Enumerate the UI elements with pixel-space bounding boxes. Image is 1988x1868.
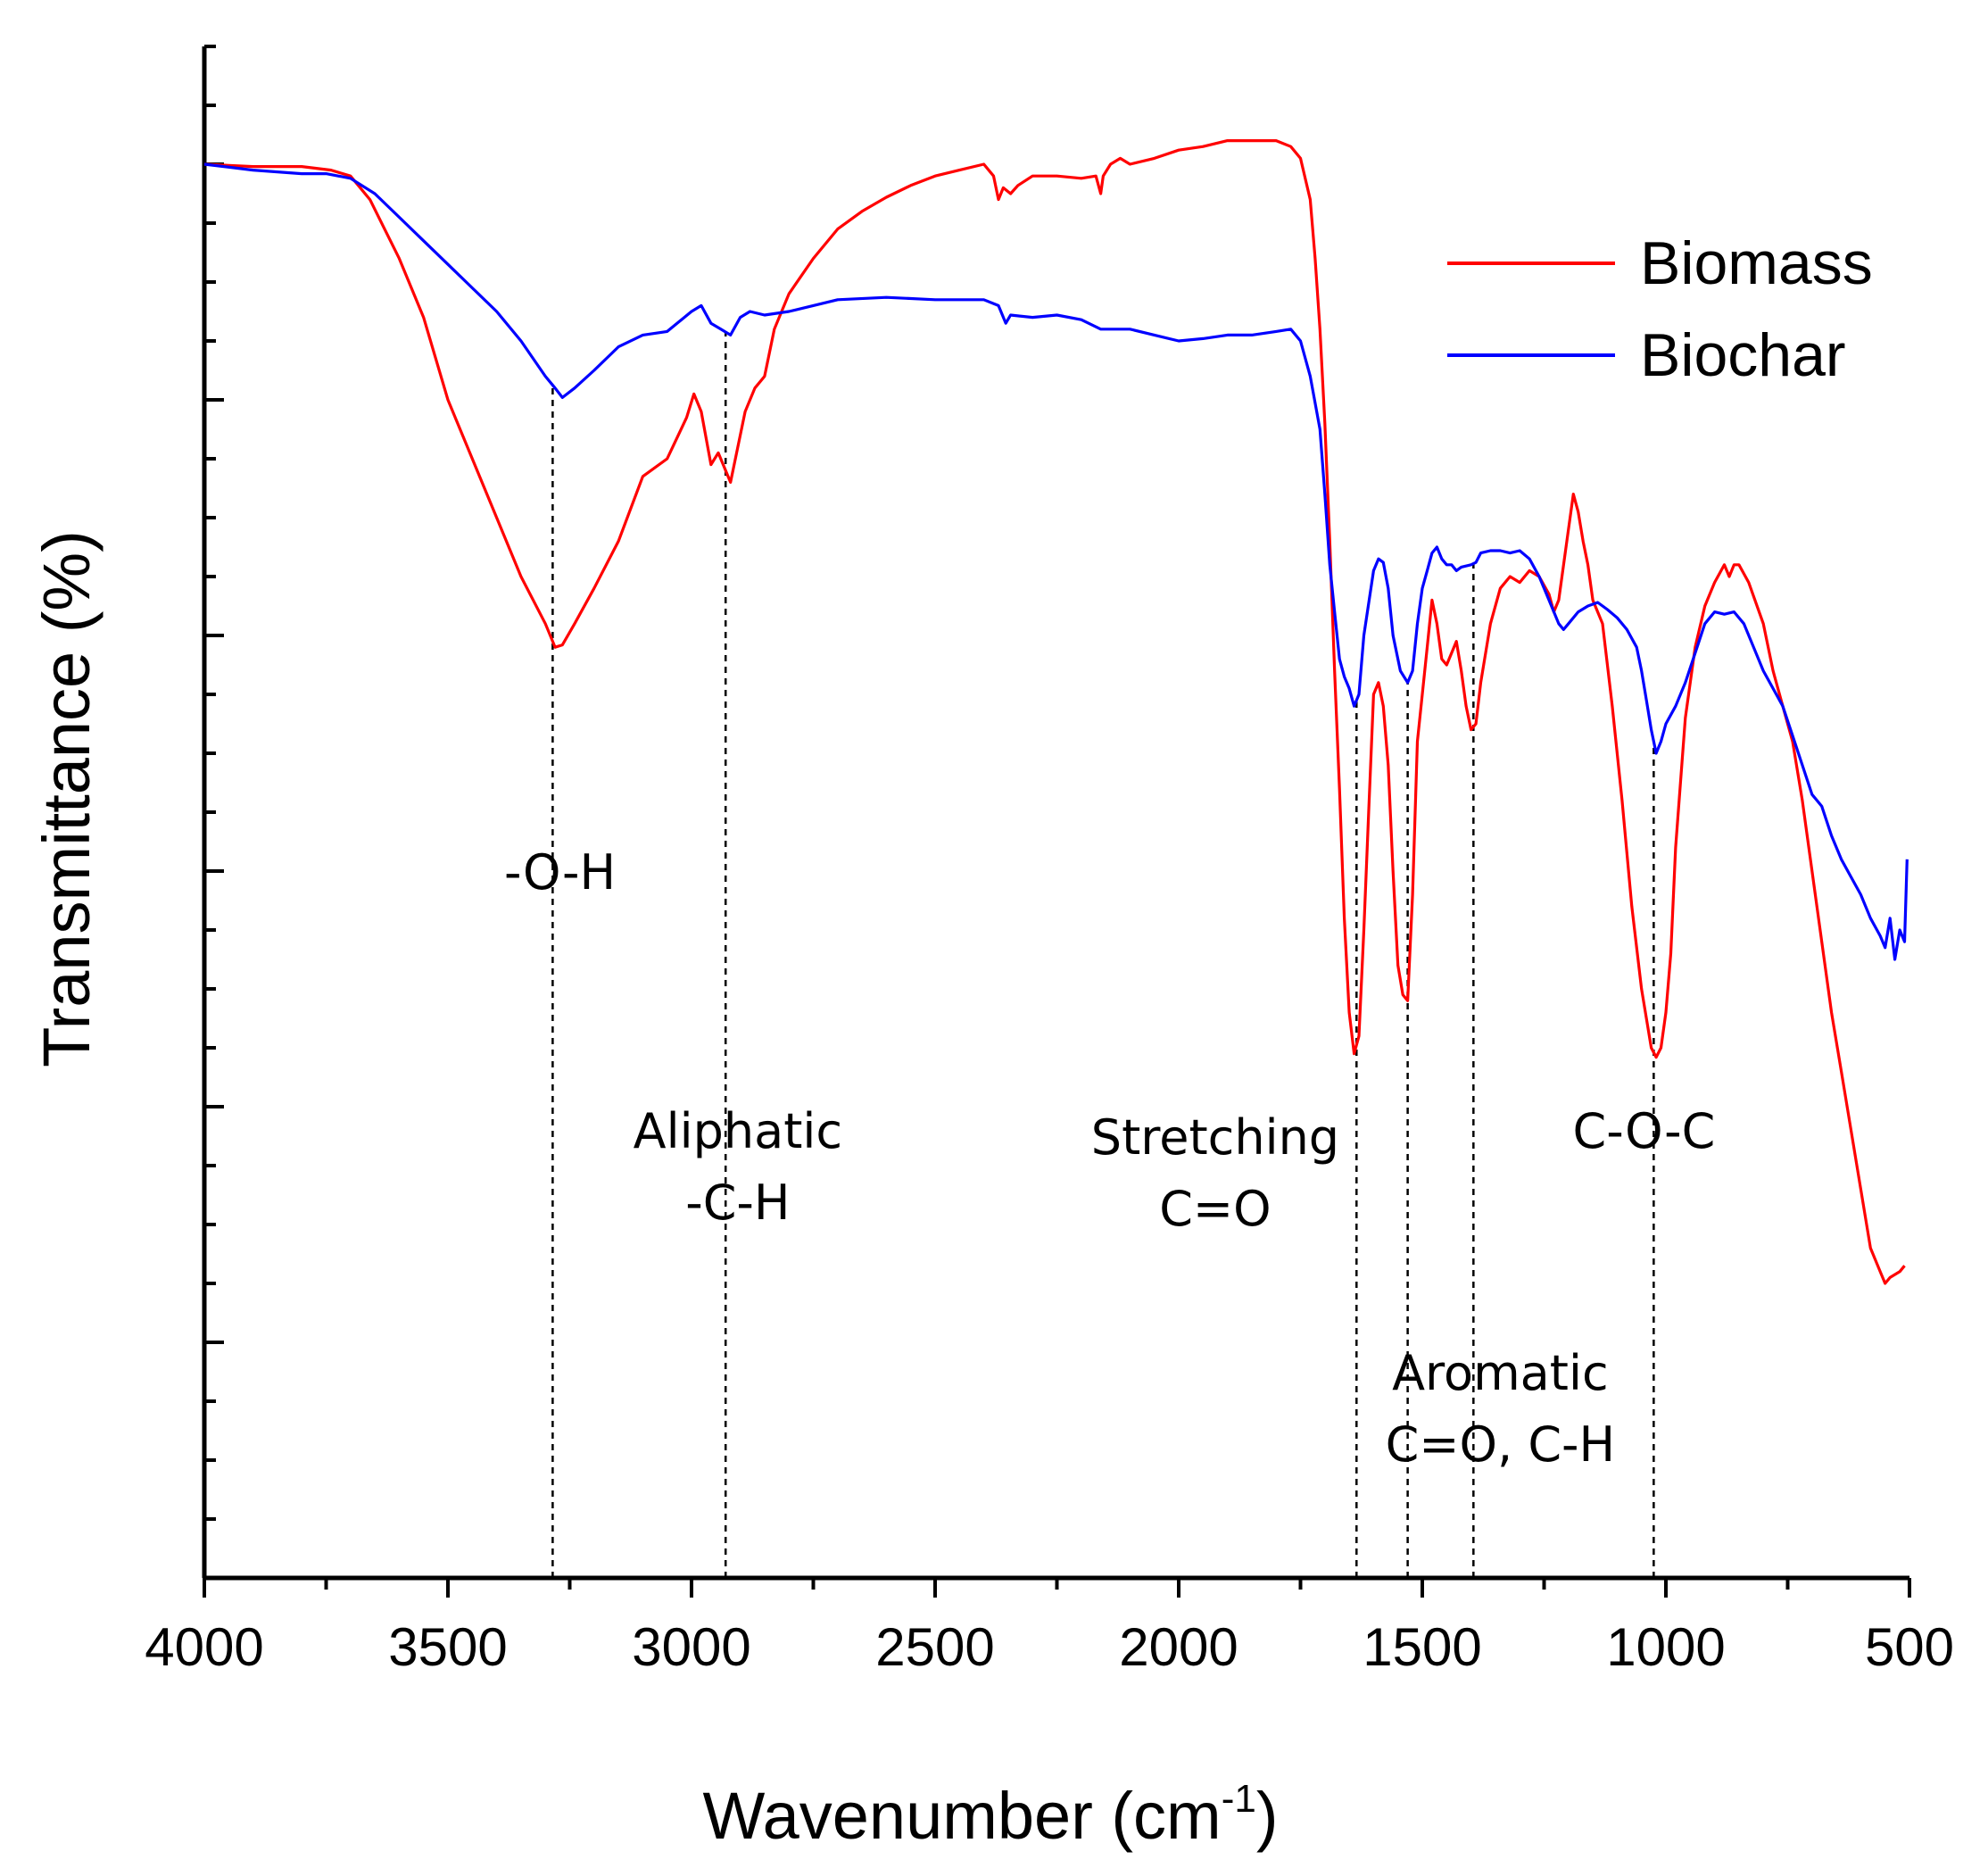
x-tick-label: 3000: [632, 1617, 750, 1677]
annotation-label-line: -O-H: [504, 844, 616, 901]
legend: Biomass Biochar: [1447, 229, 1873, 389]
x-tick-label: 2500: [875, 1617, 994, 1677]
annotation-label: C-O-C: [1572, 1103, 1715, 1159]
series-line-biochar: [203, 162, 1909, 961]
x-tick-label: 2000: [1119, 1617, 1238, 1677]
annotation-label-line: Aromatic: [1392, 1345, 1609, 1401]
annotation-labels: -O-H Aliphatic -C-H Stretching C=O Aromatic C=…: [504, 844, 1715, 1473]
legend-label-biochar: Biochar: [1640, 321, 1846, 389]
annotation-label: Stretching C=O: [1091, 1109, 1339, 1237]
annotation-label-line: -C-H: [685, 1175, 790, 1231]
x-tick-label: 1000: [1606, 1617, 1725, 1677]
series-line-biomass: [203, 139, 1906, 1285]
annotation-label: -O-H: [504, 844, 616, 901]
x-tick-label: 500: [1865, 1617, 1954, 1677]
annotation-label: Aliphatic -C-H: [634, 1103, 842, 1231]
annotation-label-line: C-O-C: [1572, 1103, 1715, 1159]
y-axis-title: Transmittance (%): [29, 530, 104, 1067]
x-axis-title-close: ): [1256, 1779, 1279, 1853]
x-tick-label: 3500: [388, 1617, 507, 1677]
annotation-label-line: C=O, C-H: [1386, 1416, 1616, 1473]
series-group: [203, 139, 1909, 1285]
x-tick-label: 1500: [1363, 1617, 1481, 1677]
x-axis-title-superscript: -1: [1222, 1777, 1256, 1821]
annotation-guides: [551, 332, 1655, 1578]
annotation-label: Aromatic C=O, C-H: [1386, 1345, 1616, 1473]
legend-label-biomass: Biomass: [1640, 229, 1873, 297]
annotation-label-line: Aliphatic: [634, 1103, 842, 1159]
x-axis-title: Wavenumber (cm-1): [703, 1777, 1279, 1853]
annotation-label-line: Stretching: [1091, 1109, 1339, 1166]
annotation-label-line: C=O: [1159, 1181, 1271, 1237]
axes-group: 4000 3500 3000 2500 2000 1500 1000 500: [145, 45, 1954, 1677]
x-axis-title-main: Wavenumber (cm: [703, 1779, 1222, 1853]
x-tick-label: 4000: [145, 1617, 263, 1677]
